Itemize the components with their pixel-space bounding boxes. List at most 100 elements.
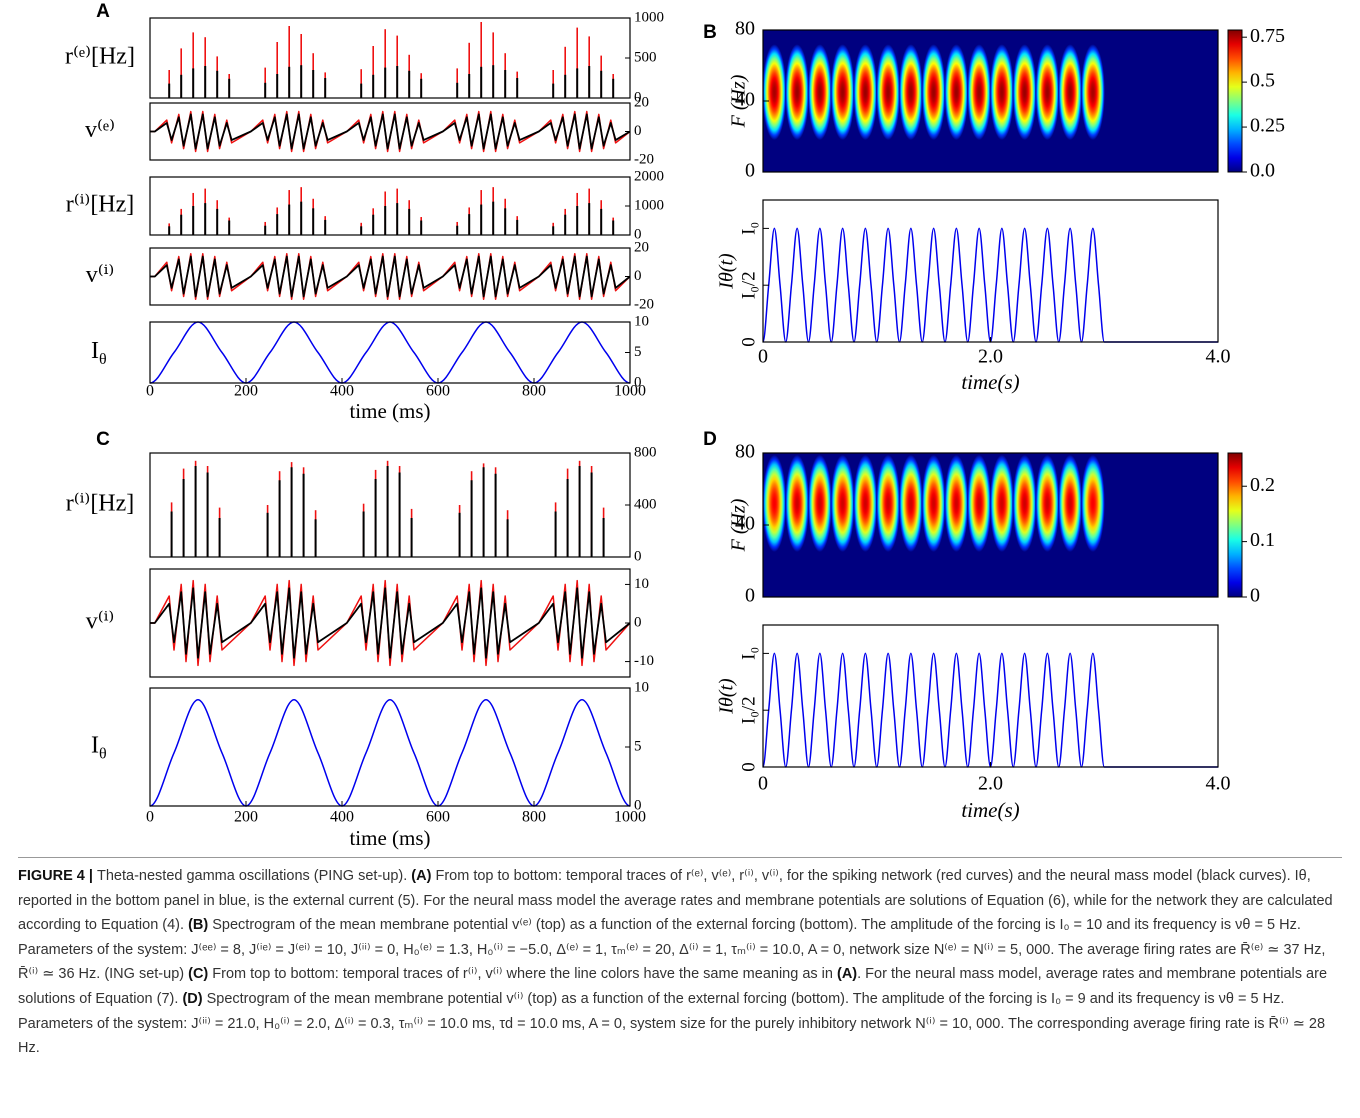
y-tick-label: I₀/2: [738, 696, 759, 724]
subplot: D 0 0.1 0.2 0 40 80 F (Hz): [703, 429, 1275, 607]
spectrogram-burst: [898, 454, 923, 552]
y-tick-label: 20: [634, 239, 649, 255]
spectrogram-burst: [876, 454, 901, 552]
x-tick-label: 1000: [614, 809, 646, 826]
spectrogram-burst: [763, 44, 787, 141]
spectrogram-burst: [763, 454, 787, 552]
caption: FIGURE 4 | Theta-nested gamma oscillatio…: [18, 864, 1342, 1061]
caption-bold: (D): [182, 990, 203, 1007]
caption-bold: FIGURE 4 |: [18, 868, 97, 884]
subplot: C 0 400 800 r⁽ⁱ⁾[Hz]: [66, 429, 657, 564]
x-tick-label: 1000: [614, 383, 646, 400]
subplot: A 0 500 1000 r⁽ᵉ⁾[Hz]: [65, 1, 664, 105]
spectrogram-burst: [853, 44, 878, 141]
caption-text: Spectrogram of the mean membrane potenti…: [18, 990, 1326, 1057]
x-tick-label: 200: [234, 383, 258, 400]
y-tick-label: 1000: [634, 9, 664, 25]
y-tick-label: 10: [634, 576, 649, 592]
y-tick-label: 2000: [634, 168, 664, 184]
y-axis-label: v⁽ᵉ⁾: [85, 117, 115, 143]
plot-frame: [149, 452, 631, 558]
y-axis-label: I: [91, 733, 99, 759]
colorbar-tick-label: 0.0: [1250, 160, 1275, 182]
y-tick-label: 0: [634, 89, 642, 105]
caption-rule: [18, 857, 1342, 858]
y-tick-label: -20: [634, 151, 654, 167]
x-tick-label: 400: [330, 383, 354, 400]
y-tick-label: 0: [634, 374, 642, 390]
y-tick-label: -10: [634, 653, 654, 669]
y-tick-label: 10: [634, 313, 649, 329]
trace: [150, 110, 631, 153]
plot-frame: [149, 17, 631, 99]
x-tick-label: 2.0: [978, 773, 1003, 795]
spectrogram-burst: [1058, 44, 1083, 141]
subplot: 0 5 10 0 200 400 600 800 1000 time (ms) I θ: [91, 679, 649, 849]
y-tick-label: 5: [634, 738, 642, 754]
caption-text: . For the neural mass model, average rat…: [18, 966, 1328, 1007]
spectrogram-burst: [807, 44, 832, 141]
x-axis-label: time(s): [961, 798, 1019, 822]
plot-frame: [149, 687, 631, 807]
y-axis-label-subscript: θ: [99, 746, 107, 763]
x-tick-label: 200: [234, 809, 258, 826]
colorbar-tick-label: 0.2: [1250, 474, 1275, 496]
heatmap: [763, 44, 1105, 141]
spectrogram-burst: [1080, 454, 1105, 552]
panel-label: B: [703, 22, 717, 43]
spectrogram-burst: [921, 454, 946, 552]
heatmap-background: [763, 453, 1218, 597]
y-tick-label: 0: [634, 797, 642, 813]
subplot: B 0.0 0.25 0.5 0.75 0 40 80 F (Hz): [703, 18, 1285, 182]
x-tick-label: 400: [330, 809, 354, 826]
subplot: -20 0 20 v⁽ᵉ⁾: [85, 94, 654, 167]
spectrogram-burst: [989, 454, 1014, 552]
y-tick-label: 400: [634, 496, 657, 512]
subplot: 0 1000 2000 r⁽ⁱ⁾[Hz]: [66, 168, 664, 242]
caption-text: Theta-nested gamma oscillations (PING se…: [97, 868, 412, 884]
subplot: -10 0 10 v⁽ⁱ⁾: [86, 568, 654, 678]
spectrogram-burst: [967, 44, 992, 141]
spectrogram-burst: [944, 454, 969, 552]
y-tick-label: 0: [738, 762, 759, 772]
spectrogram-burst: [830, 454, 855, 552]
spectrogram-burst: [785, 44, 810, 141]
y-axis-label: r⁽ᵉ⁾[Hz]: [65, 44, 135, 70]
spectrogram-burst: [898, 44, 923, 141]
colorbar-tick-label: 0.1: [1250, 529, 1275, 551]
caption-bold: (B): [188, 917, 209, 934]
colorbar: [1227, 29, 1243, 173]
y-axis-label-subscript: θ: [99, 351, 107, 368]
y-tick-label: 0: [634, 268, 642, 284]
colorbar-tick-label: 0.25: [1250, 115, 1285, 137]
trace: [149, 321, 631, 384]
colorbar-tick-label: 0.75: [1250, 25, 1285, 47]
x-axis-label: time (ms): [349, 399, 430, 423]
y-axis-label: r⁽ⁱ⁾[Hz]: [66, 192, 135, 218]
spectrogram-burst: [1012, 44, 1037, 141]
x-tick-label: 0: [758, 773, 768, 795]
y-tick-label: 10: [634, 679, 649, 695]
x-axis-label: time(s): [961, 370, 1019, 394]
x-axis-label: time (ms): [349, 826, 430, 850]
y-tick-label: -20: [634, 296, 654, 312]
y-tick-label: 0: [634, 123, 642, 139]
y-axis-label: F (Hz): [728, 74, 750, 128]
trace: [150, 252, 631, 301]
y-tick-label: I₀: [738, 647, 759, 660]
spectrogram-burst: [853, 454, 878, 552]
spectrogram-burst: [944, 44, 969, 141]
y-axis-label: v⁽ⁱ⁾: [86, 609, 115, 635]
subplot: 0 5 10 0 200 400 600 800 1000 time (ms) I θ: [91, 313, 649, 422]
x-tick-label: 2.0: [978, 346, 1003, 368]
spectrogram-burst: [1058, 454, 1083, 552]
y-axis-label: Iθ(t): [716, 678, 738, 715]
x-tick-label: 800: [522, 809, 546, 826]
spectrogram-burst: [989, 44, 1014, 141]
x-tick-label: 0: [146, 809, 154, 826]
heatmap: [763, 454, 1105, 552]
trace: [762, 227, 1218, 343]
spectrogram-burst: [967, 454, 992, 552]
plot-frame: [762, 624, 1219, 768]
y-tick-label: 0: [745, 160, 755, 182]
